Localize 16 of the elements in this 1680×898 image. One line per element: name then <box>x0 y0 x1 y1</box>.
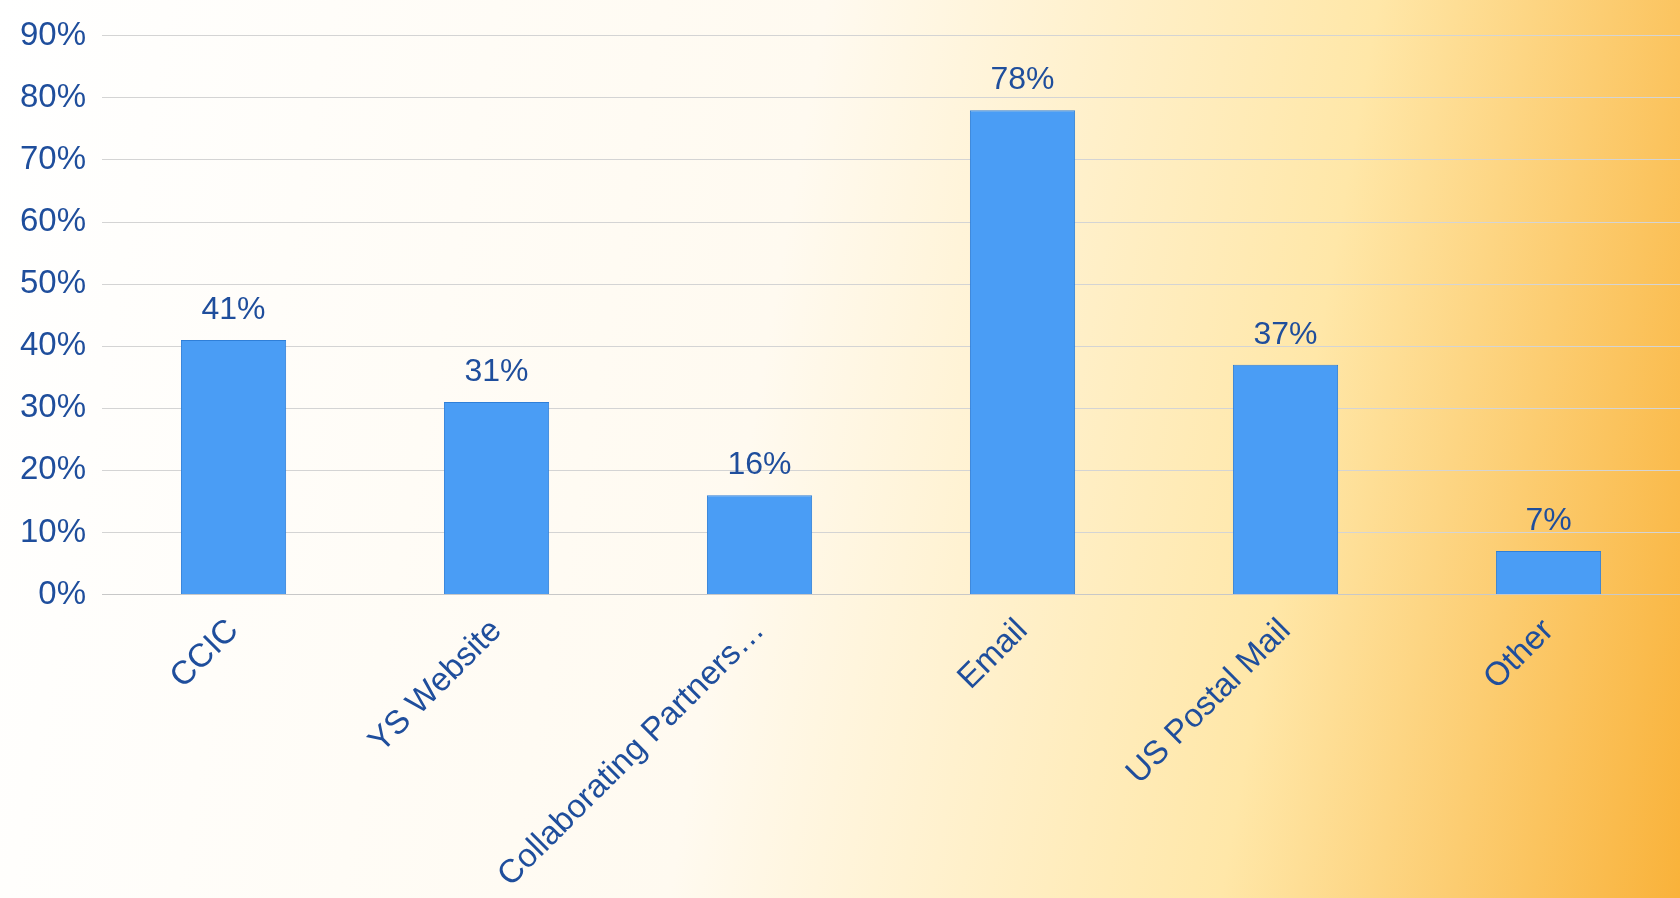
data-label: 7% <box>1525 500 1572 537</box>
data-label: 41% <box>201 289 266 326</box>
y-tick-label: 0% <box>38 573 87 611</box>
y-tick-label: 70% <box>19 139 87 177</box>
y-tick-label: 90% <box>19 14 87 52</box>
y-tick-label: 20% <box>19 449 87 487</box>
data-label: 31% <box>464 351 529 388</box>
y-tick-label: 30% <box>19 387 87 425</box>
data-label: 16% <box>727 445 792 481</box>
data-label: 37% <box>1253 314 1318 351</box>
y-tick-label: 80% <box>19 76 87 114</box>
y-tick-label: 10% <box>19 511 87 549</box>
y-tick-label: 50% <box>19 263 87 301</box>
data-label: 78% <box>990 60 1055 97</box>
y-tick-label: 60% <box>19 201 87 239</box>
y-tick-label: 40% <box>19 325 87 363</box>
